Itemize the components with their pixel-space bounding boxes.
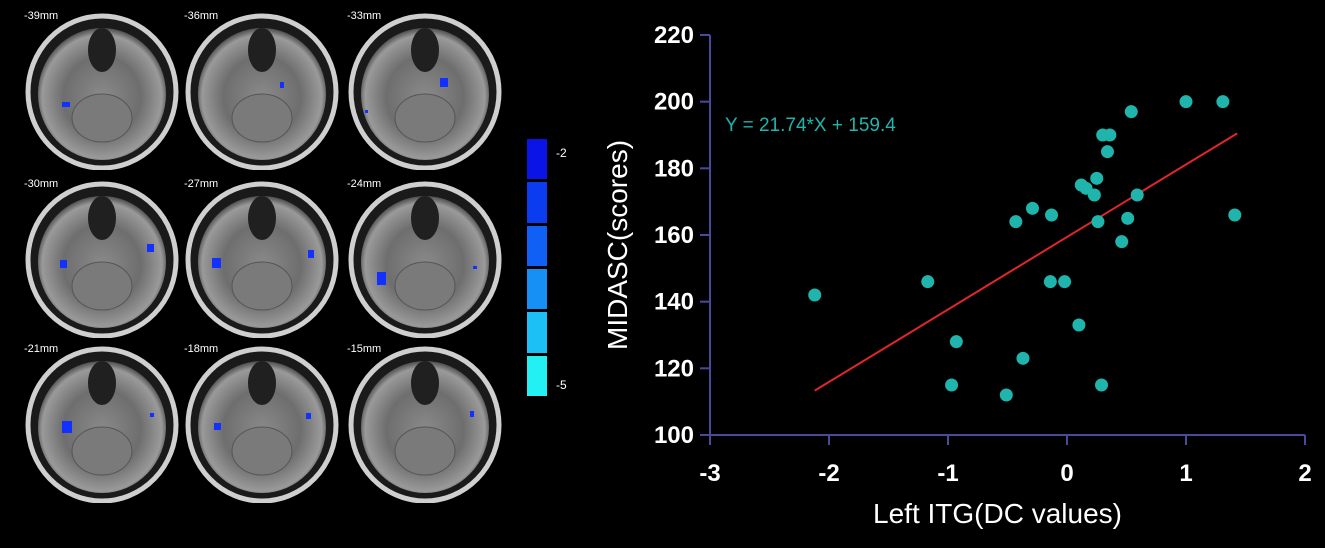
chart-svg: 100 120 140 160 180 200 220 -3 -2 -1 0 1 2 Left ITG(D… [602, 22, 1312, 529]
brain-slice: -33mm [345, 10, 505, 171]
x-axis-title: Left ITG(DC values) [873, 498, 1122, 529]
data-point [1216, 95, 1230, 109]
colorbar-cell [527, 312, 547, 353]
data-point [945, 378, 959, 392]
activation-cluster [306, 413, 311, 419]
y-tick-label: 200 [654, 89, 694, 116]
regression-equation: Y = 21.74*X + 159.4 [725, 115, 896, 136]
y-tick-label: 100 [654, 422, 694, 449]
activation-cluster [150, 413, 154, 417]
data-point [949, 335, 963, 349]
brain-slice: -24mm [345, 178, 505, 339]
data-point [808, 288, 822, 302]
data-point [1087, 188, 1101, 202]
colorbar-top-label: -2 [556, 146, 567, 160]
brain-slice: -30mm [22, 178, 182, 339]
slice-label: -21mm [24, 343, 59, 355]
slice-label: -39mm [24, 10, 59, 22]
data-point [1045, 208, 1059, 222]
data-point [1025, 201, 1039, 215]
brain-slice-image [25, 346, 179, 504]
brain-slice-image [348, 181, 502, 339]
brain-slice-image [25, 181, 179, 339]
data-point [1100, 145, 1114, 159]
colorbar-cell [527, 182, 547, 223]
data-point [1090, 171, 1104, 185]
activation-cluster [365, 110, 368, 113]
data-point [1121, 211, 1135, 225]
y-tick-label: 180 [654, 155, 694, 182]
data-point [1009, 215, 1023, 229]
y-axis-title: MIDASC(scores) [602, 140, 633, 350]
y-tick-label: 120 [654, 355, 694, 382]
data-point [1103, 128, 1117, 142]
activation-cluster [62, 102, 70, 107]
activation-cluster [214, 423, 221, 430]
activation-cluster [377, 272, 386, 285]
brain-slice: -21mm [22, 343, 182, 504]
slice-label: -27mm [184, 178, 219, 190]
data-point [999, 388, 1013, 402]
colorbar [527, 139, 547, 399]
brain-slice: -18mm [182, 343, 342, 504]
data-point [1095, 378, 1109, 392]
activation-cluster [308, 250, 314, 258]
y-tick-label: 220 [654, 22, 694, 49]
activation-cluster [280, 82, 284, 88]
brain-slices-panel: -39mm -36mm -33mm -30mm -27mm -24mm -21mm -18mm… [0, 0, 567, 543]
data-point [1043, 275, 1057, 289]
brain-slice: -39mm [22, 10, 182, 171]
colorbar-cell [527, 225, 547, 266]
slice-label: -30mm [24, 178, 59, 190]
activation-cluster [62, 421, 72, 433]
data-point [1124, 105, 1138, 119]
slice-label: -36mm [184, 10, 219, 22]
data-point [1115, 235, 1129, 249]
activation-cluster [470, 411, 474, 417]
scatter-chart: 100 120 140 160 180 200 220 -3 -2 -1 0 1 2 Left ITG(D… [595, 0, 1325, 543]
data-point [1130, 188, 1144, 202]
slice-label: -18mm [184, 343, 219, 355]
brain-slice: -27mm [182, 178, 342, 339]
colorbar-cell [527, 139, 547, 180]
x-tick-label: 0 [1060, 460, 1073, 487]
colorbar-cell [527, 269, 547, 310]
slice-label: -15mm [347, 343, 382, 355]
y-tick-label: 160 [654, 222, 694, 249]
activation-cluster [147, 244, 154, 252]
brain-slice-image [348, 346, 502, 504]
data-point [921, 275, 935, 289]
brain-slice-image [185, 346, 339, 504]
activation-cluster [60, 260, 67, 268]
brain-slice-image [185, 13, 339, 171]
x-tick-label: -1 [937, 460, 958, 487]
activation-cluster [440, 78, 448, 87]
data-point [1179, 95, 1193, 109]
activation-cluster [212, 258, 221, 268]
slice-label: -24mm [347, 178, 382, 190]
colorbar-bottom-label: -5 [556, 378, 567, 392]
activation-cluster [473, 266, 477, 269]
y-tick-label: 140 [654, 289, 694, 316]
x-tick-label: 1 [1179, 460, 1192, 487]
regression-line [814, 132, 1238, 392]
data-point [1058, 275, 1072, 289]
brain-slice: -36mm [182, 10, 342, 171]
x-tick-label: -3 [699, 460, 720, 487]
brain-slice: -15mm [345, 343, 505, 504]
data-point [1091, 215, 1105, 229]
brain-slice-image [185, 181, 339, 339]
colorbar-cell [527, 355, 547, 396]
data-point [1228, 208, 1242, 222]
slice-label: -33mm [347, 10, 382, 22]
brain-slice-image [25, 13, 179, 171]
data-point [1016, 351, 1030, 365]
x-tick-label: 2 [1298, 460, 1311, 487]
x-tick-label: -2 [818, 460, 839, 487]
data-point [1072, 318, 1086, 332]
brain-slice-image [348, 13, 502, 171]
